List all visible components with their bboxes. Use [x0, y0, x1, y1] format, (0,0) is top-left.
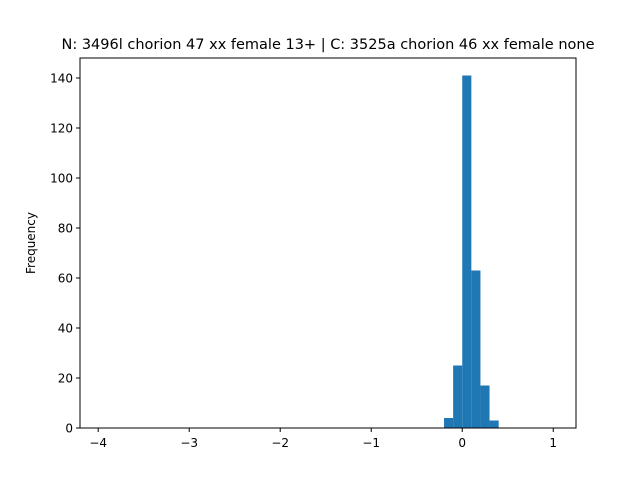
y-tick-label: 20 — [58, 372, 73, 386]
y-tick-label: 0 — [65, 422, 73, 436]
x-tick-label: 1 — [549, 436, 557, 450]
bars-group — [444, 75, 499, 428]
y-axis-ticks: 0 20 40 60 80 100 120 140 — [50, 72, 80, 436]
histogram-bar — [489, 420, 499, 428]
y-tick-label: 140 — [50, 72, 73, 86]
y-tick-label: 40 — [58, 322, 73, 336]
histogram-bar — [462, 75, 472, 428]
x-tick-label: −3 — [180, 436, 198, 450]
plot-frame — [79, 57, 577, 429]
y-tick-label: 100 — [50, 172, 73, 186]
x-tick-label: −1 — [362, 436, 380, 450]
x-tick-label: −4 — [89, 436, 107, 450]
histogram-bar — [471, 270, 481, 428]
histogram-bar — [444, 418, 454, 428]
y-tick-label: 120 — [50, 122, 73, 136]
histogram-bar — [453, 365, 463, 428]
histogram-bar — [480, 385, 490, 428]
x-tick-label: 0 — [458, 436, 466, 450]
y-axis-label: Frequency — [24, 212, 38, 274]
y-tick-label: 60 — [58, 272, 73, 286]
chart-title: N: 3496l chorion 47 xx female 13+ | C: 3… — [61, 37, 594, 53]
x-tick-label: −2 — [271, 436, 289, 450]
y-tick-label: 80 — [58, 222, 73, 236]
x-axis-ticks: −4 −3 −2 −1 0 1 — [89, 428, 557, 450]
